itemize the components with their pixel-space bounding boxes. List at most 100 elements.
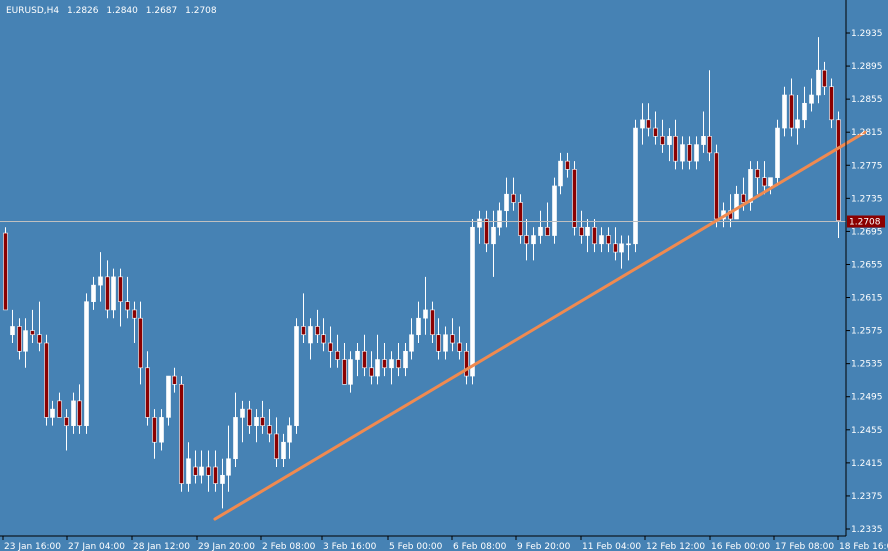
candle-down	[613, 243, 618, 253]
candle-down	[132, 309, 137, 319]
candle-up	[98, 276, 103, 286]
candle-down	[714, 152, 719, 220]
candle-up	[91, 284, 96, 302]
candle-down	[145, 367, 150, 418]
candle-down	[206, 466, 211, 476]
candle-down	[789, 94, 794, 129]
candle-down	[369, 367, 374, 377]
y-tick-label: 1.2615	[851, 294, 883, 304]
candle-down	[518, 202, 523, 236]
candle-down	[836, 119, 841, 221]
chart-header: EURUSD,H4 1.2826 1.2840 1.2687 1.2708	[6, 5, 222, 17]
candle-down	[687, 144, 692, 162]
candle-down	[335, 350, 340, 360]
candle-up	[795, 119, 800, 129]
candle-up	[71, 400, 76, 426]
y-tick-label: 1.2935	[851, 29, 883, 39]
x-tick-label: 5 Feb 00:00	[389, 542, 443, 551]
candle-down	[741, 193, 746, 203]
candle-up	[775, 127, 780, 178]
x-tick-label: 12 Feb 12:00	[646, 542, 705, 551]
candle-up	[538, 226, 543, 236]
candle-up	[491, 226, 496, 245]
y-tick-label: 1.2495	[851, 393, 883, 403]
y-tick-label: 1.2655	[851, 260, 883, 270]
x-tick-label: 28 Jan 12:00	[133, 542, 190, 551]
candle-up	[409, 334, 414, 352]
candle-up	[281, 441, 286, 460]
candle-down	[660, 136, 665, 145]
candle-down	[193, 466, 198, 476]
x-tick-label: 6 Feb 08:00	[453, 542, 507, 551]
candle-down	[77, 400, 82, 426]
x-tick-label: 16 Feb 00:00	[711, 542, 770, 551]
close-value: 1.2708	[185, 6, 217, 16]
candle-down	[653, 127, 658, 137]
time-axis: 23 Jan 16:00 27 Jan 04:00 28 Jan 12:00 29 J…	[2, 536, 888, 551]
y-tick-label: 1.2335	[851, 525, 883, 535]
candle-up	[389, 359, 394, 369]
y-tick-label: 1.2895	[851, 62, 883, 72]
candle-up	[287, 425, 292, 443]
candle-up	[585, 226, 590, 236]
x-tick-label: 17 Feb 08:00	[775, 542, 834, 551]
candle-down	[315, 326, 320, 336]
x-tick-label: 3 Feb 16:00	[323, 542, 377, 551]
candle-up	[470, 226, 475, 377]
y-tick-label: 1.2815	[851, 128, 883, 138]
candle-down	[57, 400, 62, 418]
candle-down	[762, 177, 767, 187]
candle-up	[626, 243, 631, 246]
candle-up	[348, 359, 353, 385]
candle-up	[23, 330, 28, 352]
candles-layer	[3, 37, 841, 509]
trendline[interactable]	[213, 130, 867, 521]
x-tick-label: 23 Jan 16:00	[4, 542, 61, 551]
candle-down	[457, 342, 462, 352]
candle-down	[755, 169, 760, 178]
candle-down	[342, 359, 347, 385]
candle-up	[403, 350, 408, 369]
candle-up	[240, 408, 245, 418]
y-tick-label: 1.2535	[851, 360, 883, 370]
candle-down	[572, 169, 577, 228]
candle-up	[416, 317, 421, 336]
candle-up	[531, 235, 536, 245]
candle-up	[599, 235, 604, 245]
candle-up	[667, 136, 672, 145]
candle-down	[321, 334, 326, 344]
candle-down	[179, 384, 184, 484]
candle-up	[355, 350, 360, 360]
candle-up	[233, 417, 238, 460]
candle-down	[3, 232, 8, 311]
price-axis: 1.2935 1.2895 1.2855 1.2815 1.2775 1.2735 1.26…	[846, 29, 883, 535]
candle-down	[118, 276, 123, 302]
y-tick-label: 1.2575	[851, 327, 883, 337]
candle-up	[816, 69, 821, 96]
candle-up	[443, 334, 448, 352]
x-tick-label: 11 Feb 04:00	[582, 542, 641, 551]
x-tick-label: 9 Feb 20:00	[517, 542, 571, 551]
candle-down	[260, 417, 265, 426]
y-tick-label: 1.2735	[851, 194, 883, 204]
candle-down	[511, 193, 516, 203]
candle-down	[274, 433, 279, 460]
x-tick-label: 2 Feb 08:00	[262, 542, 316, 551]
candle-up	[199, 466, 204, 476]
candle-up	[308, 326, 313, 344]
candle-up	[809, 94, 814, 104]
candle-down	[450, 334, 455, 344]
current-price-label: 1.2708	[847, 215, 885, 228]
candle-up	[111, 276, 116, 311]
candle-down	[37, 334, 42, 344]
candle-up	[254, 417, 259, 426]
candle-up	[640, 119, 645, 129]
candle-up	[552, 185, 557, 236]
candle-up	[294, 326, 299, 426]
candle-down	[152, 417, 157, 443]
candle-up	[186, 458, 191, 484]
candle-down	[579, 226, 584, 236]
low-value: 1.2687	[145, 6, 178, 16]
